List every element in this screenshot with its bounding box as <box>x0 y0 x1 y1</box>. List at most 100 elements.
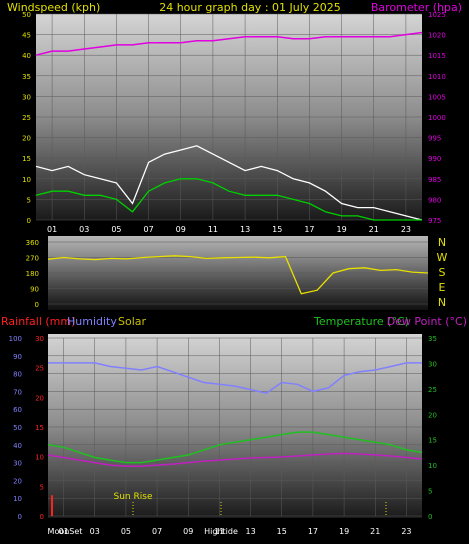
temperature-tick: 0 <box>428 513 432 521</box>
temperature-right-axis: 0 5 10 15 20 25 30 35 <box>428 335 437 521</box>
wind-series-average <box>35 178 422 221</box>
wind-hour-tick: 15 <box>272 225 282 234</box>
direction-series-group <box>47 255 429 295</box>
humidity-tick: 70 <box>13 388 22 396</box>
humidity-tick: 40 <box>13 442 22 450</box>
humidity-tick: 100 <box>9 335 22 343</box>
wind-left-tick: 30 <box>22 93 31 101</box>
temperature-hour-tick: 15 <box>277 527 287 536</box>
temperature-tick: 35 <box>428 335 437 343</box>
temperature-series-group <box>47 362 423 516</box>
temperature-tick: 20 <box>428 411 437 419</box>
windspeed-axis-title: Windspeed (kph) <box>7 1 100 14</box>
temperature-hour-tick: 09 <box>183 527 193 536</box>
wind-series-barometer <box>35 31 423 56</box>
temperature-hour-tick: 23 <box>401 527 411 536</box>
rainfall-tick: 30 <box>35 335 44 343</box>
temperature-grid <box>48 337 422 517</box>
temperature-tick: 30 <box>428 360 437 368</box>
temperature-hour-tick: 05 <box>121 527 131 536</box>
direction-series-line <box>47 255 429 295</box>
rainfall-tick: 5 <box>40 483 44 491</box>
compass-label: N <box>438 236 446 249</box>
wind-hour-tick: 11 <box>208 225 218 234</box>
sun-rise-label: Sun Rise <box>114 492 153 502</box>
direction-tick: 0 <box>35 301 39 309</box>
barometer-tick: 975 <box>428 217 441 225</box>
wind-left-tick: 45 <box>22 32 31 40</box>
barometer-tick: 1020 <box>428 32 446 40</box>
wind-hour-tick: 09 <box>176 225 186 234</box>
barometer-tick: 1005 <box>428 93 446 101</box>
dewpoint-axis-title: Dew Point (°C) <box>387 315 467 328</box>
wind-hour-tick: 13 <box>240 225 250 234</box>
series-temperature <box>47 431 423 464</box>
wind-hour-tick: 07 <box>143 225 153 234</box>
wind-left-tick: 20 <box>22 135 31 143</box>
wind-left-tick: 0 <box>27 217 31 225</box>
humidity-axis-title: Humidity <box>67 315 117 328</box>
wind-hour-tick: 23 <box>401 225 411 234</box>
temperature-plot-area <box>48 334 422 518</box>
temperature-hour-tick: 13 <box>245 527 255 536</box>
wind-left-tick: 25 <box>22 114 31 122</box>
direction-grid <box>48 241 428 305</box>
wind-left-tick: 10 <box>22 176 31 184</box>
wind-left-tick: 5 <box>27 196 31 204</box>
temperature-tick: 25 <box>428 386 437 394</box>
wind-left-axis: 0 5 10 15 20 25 30 35 40 45 50 <box>22 11 31 225</box>
barometer-tick: 980 <box>428 196 441 204</box>
wind-left-tick: 15 <box>22 155 31 163</box>
rainfall-tick: 0 <box>40 513 44 521</box>
temperature-hour-tick: 07 <box>152 527 162 536</box>
wind-hour-tick: 21 <box>369 225 379 234</box>
barometer-tick: 1015 <box>428 52 446 60</box>
wind-series-gust <box>35 145 423 221</box>
barometer-right-axis: 975 980 985 990 995 1000 1005 1010 1015 1020 1025 <box>428 11 446 225</box>
direction-left-axis: 0 90 180 270 360 <box>26 239 39 309</box>
rainfall-left-axis: 0 5 10 15 20 25 30 <box>35 335 44 521</box>
temperature-hour-tick: 19 <box>339 527 349 536</box>
hightide-label: Hightide <box>204 527 238 536</box>
temperature-hour-tick: 21 <box>370 527 380 536</box>
series-dew-point <box>47 452 423 467</box>
wind-left-tick: 40 <box>22 52 31 60</box>
rainfall-tick: 15 <box>35 424 44 432</box>
wind-hour-axis: 01 03 05 07 09 11 13 15 17 19 21 23 <box>47 225 411 234</box>
compass-label: S <box>439 266 446 279</box>
wind-hour-tick: 05 <box>111 225 121 234</box>
humidity-tick: 50 <box>13 424 22 432</box>
wind-left-tick: 50 <box>22 11 31 19</box>
humidity-tick: 60 <box>13 406 22 414</box>
temperature-hour-tick: 11 <box>214 527 224 536</box>
wind-hour-tick: 03 <box>79 225 89 234</box>
barometer-tick: 1025 <box>428 11 446 19</box>
graph-title: 24 hour graph day : 01 July 2025 <box>159 1 341 14</box>
rainfall-tick: 20 <box>35 394 44 402</box>
direction-tick: 360 <box>26 239 39 247</box>
temperature-hour-tick: 03 <box>90 527 100 536</box>
astronomy-events: Sun Rise <box>114 492 387 516</box>
temperature-hour-tick: 01 <box>58 527 68 536</box>
barometer-tick: 1000 <box>428 114 446 122</box>
humidity-tick: 10 <box>13 495 22 503</box>
humidity-tick: 80 <box>13 371 22 379</box>
direction-tick: 90 <box>30 286 39 294</box>
wind-left-tick: 35 <box>22 73 31 81</box>
rainfall-tick: 10 <box>35 454 44 462</box>
temperature-tick: 5 <box>428 488 432 496</box>
barometer-tick: 1010 <box>428 73 446 81</box>
rainfall-tick: 25 <box>35 365 44 373</box>
temperature-tick: 10 <box>428 462 437 470</box>
solar-axis-title: Solar <box>118 315 147 328</box>
barometer-tick: 995 <box>428 135 441 143</box>
humidity-tick: 20 <box>13 477 22 485</box>
wind-hour-tick: 19 <box>336 225 346 234</box>
compass-label: E <box>439 281 446 294</box>
temperature-tick: 15 <box>428 437 437 445</box>
moonset-label: MoonSet <box>48 527 83 536</box>
temperature-axis-title: Temperature (°C) <box>313 315 409 328</box>
humidity-tick: 0 <box>18 513 22 521</box>
